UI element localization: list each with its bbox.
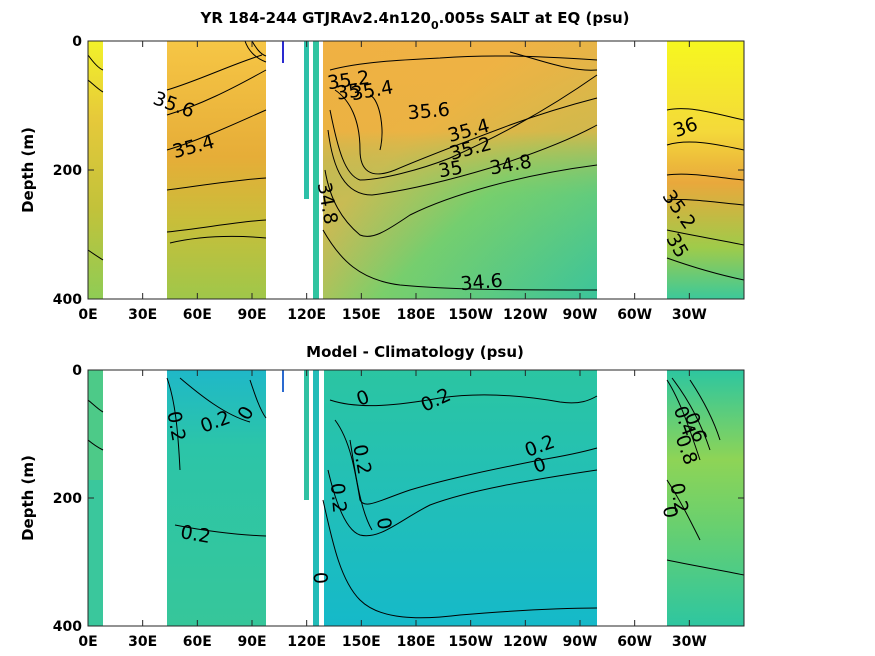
bottom-x-tick-label: 60W [617,634,652,650]
bottom-x-tick-label: 120E [287,634,326,650]
bottom-contour-label: 0.2 [326,482,351,514]
top-contour-label: 35 [335,80,362,105]
bottom-x-tick-label: 30W [672,634,707,650]
bottom-x-tick-label: 120W [503,634,548,650]
top-panel-title: YR 184-244 GTJRAv2.4n1200.005s SALT at E… [199,9,629,32]
top-x-tick-label: 0E [78,307,97,323]
top-contour-label: 34.6 [460,270,504,296]
top-x-tick-label: 30W [672,307,707,323]
bottom-y-tick-label: 400 [53,619,82,635]
top-contour-label: 35.6 [407,99,451,125]
top-y-tick-label: 400 [53,292,82,308]
salinity-panel: YR 184-244 GTJRAv2.4n1200.005s SALT at E… [19,9,745,323]
top-x-tick-label: 90E [237,307,266,323]
bottom-contour-label: 0 [372,516,396,532]
bottom-contour-label: 0.2 [163,409,190,443]
salinity-field [88,41,744,299]
bottom-panel-title: Model - Climatology (psu) [306,343,524,361]
bottom-x-tick-label: 150W [448,634,493,650]
bottom-contour-label: 0 [658,504,682,520]
difference-field [88,370,744,626]
top-x-tick-label: 120W [503,307,548,323]
top-x-tick-label: 150W [448,307,493,323]
bottom-y-axis-label: Depth (m) [19,455,37,541]
top-x-tick-label: 90W [563,307,598,323]
top-x-tick-label: 180E [397,307,436,323]
bottom-x-tick-label: 0E [78,634,97,650]
bottom-x-tick-label: 90E [237,634,266,650]
bottom-y-axis: 0 200 400 [53,363,744,635]
top-x-tick-label: 150E [342,307,381,323]
bottom-contour-label: 0.2 [665,481,692,515]
bottom-x-tick-label: 180E [397,634,436,650]
difference-panel: Model - Climatology (psu) [19,343,745,650]
bottom-y-tick-label: 200 [53,491,82,507]
bottom-y-tick-label: 0 [72,363,82,379]
top-y-tick-label: 200 [53,163,82,179]
difference-contours [87,377,745,619]
top-x-tick-label: 60E [183,307,212,323]
top-y-axis-label: Depth (m) [19,127,37,213]
bottom-contour-label: 0 [308,571,331,585]
top-x-tick-label: 120E [287,307,326,323]
top-y-axis: 0 200 400 [53,34,744,308]
bottom-x-tick-label: 60E [183,634,212,650]
bottom-x-tick-label: 150E [342,634,381,650]
top-x-axis: 0E 30E 60E 90E 120E 150E 180E 150W 120W 90W 60W 30W [78,41,707,323]
top-x-tick-label: 30E [128,307,157,323]
bottom-contour-label: 0.2 [348,443,375,477]
bottom-x-tick-label: 30E [128,634,157,650]
top-x-tick-label: 60W [617,307,652,323]
salinity-contours [87,40,745,291]
bottom-x-axis: 0E 30E 60E 90E 120E 150E 180E 150W 120W 90W 60W 30W [78,370,707,650]
bottom-contour-label: 0.2 [179,521,213,548]
top-y-tick-label: 0 [72,34,82,50]
bottom-x-tick-label: 90W [563,634,598,650]
top-contour-label: 35 [437,157,465,183]
